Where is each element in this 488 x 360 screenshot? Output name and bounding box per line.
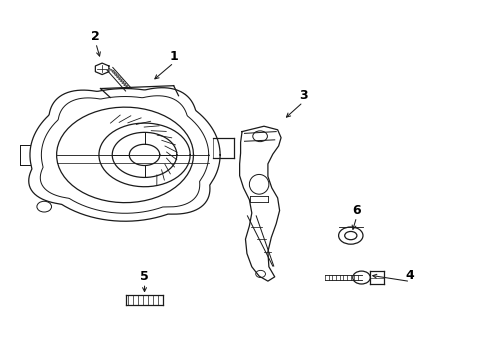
Text: 1: 1 bbox=[169, 50, 178, 63]
Text: 3: 3 bbox=[298, 89, 306, 102]
Text: 5: 5 bbox=[140, 270, 149, 283]
Text: 2: 2 bbox=[91, 30, 100, 43]
Text: 6: 6 bbox=[352, 204, 360, 217]
Text: 4: 4 bbox=[405, 269, 414, 282]
